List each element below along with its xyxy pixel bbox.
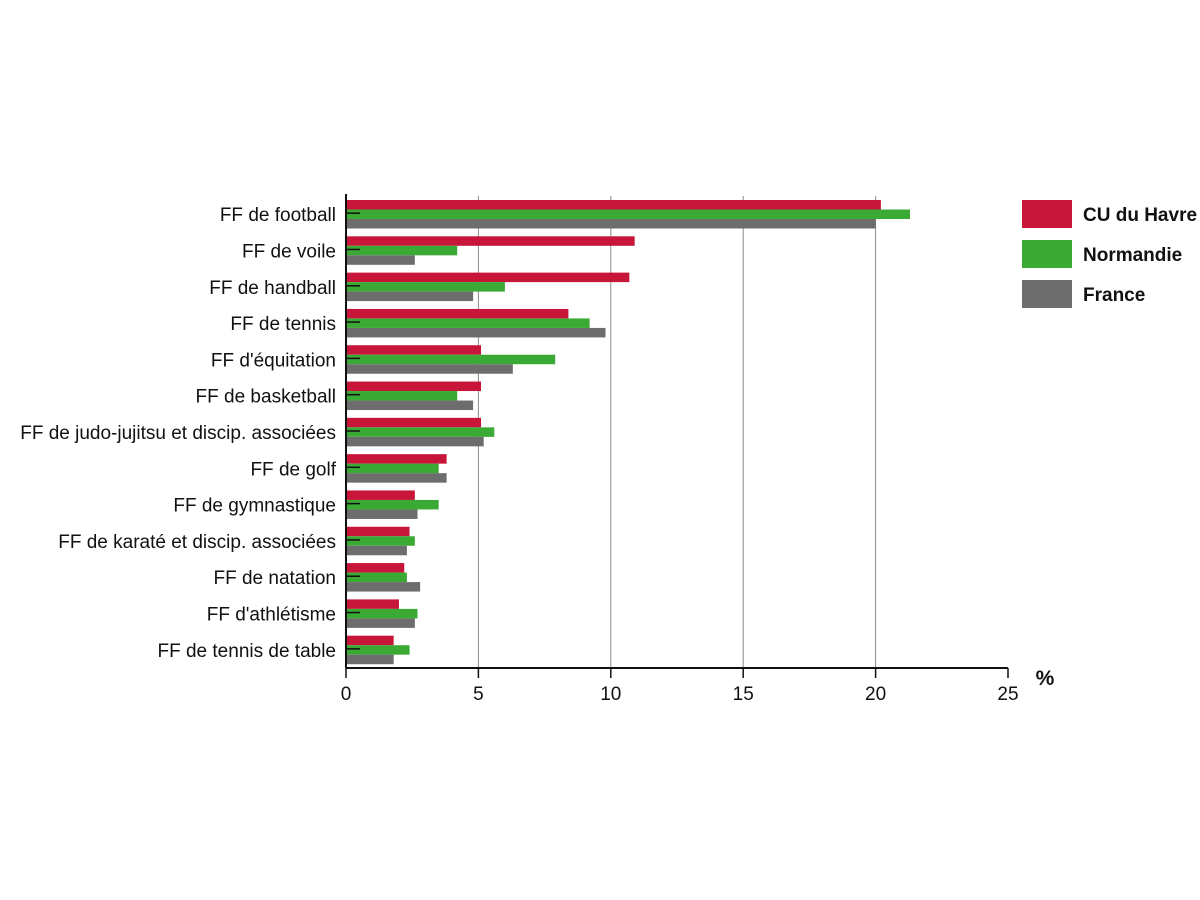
bar [346, 536, 415, 546]
category-label: FF de tennis [230, 314, 336, 335]
bar [346, 282, 505, 292]
bar [346, 473, 447, 483]
legend-swatch [1022, 200, 1072, 228]
category-label: FF de judo-jujitsu et discip. associées [20, 423, 336, 444]
bar [346, 245, 458, 256]
bar [346, 345, 482, 355]
bar [346, 219, 876, 229]
bar [346, 490, 415, 500]
x-tick-label: 25 [997, 684, 1018, 705]
category-label: FF de gymnastique [173, 496, 336, 517]
bar [346, 354, 556, 365]
legend-label: France [1083, 285, 1145, 306]
bar [346, 509, 418, 519]
x-tick-labels: 0 5 10 15 20 25 [341, 684, 1019, 705]
bar [346, 209, 911, 219]
axes [345, 194, 1009, 678]
bar [346, 526, 410, 537]
bar [346, 427, 495, 437]
legend-label: CU du Havre [1083, 205, 1197, 226]
bar [346, 645, 410, 655]
bar [346, 308, 569, 319]
bar [346, 608, 418, 619]
bar [346, 400, 474, 411]
category-label: FF d'équitation [211, 350, 336, 371]
category-label: FF de voile [242, 241, 336, 262]
bar [346, 563, 405, 573]
x-tick-label: 5 [473, 684, 484, 705]
category-label: FF d'athlétisme [207, 605, 336, 626]
category-label: FF de football [220, 205, 336, 226]
category-label: FF de handball [209, 278, 336, 299]
bar [346, 463, 439, 474]
category-label: FF de tennis de table [158, 641, 337, 662]
grid-lines [477, 196, 877, 668]
category-label: FF de basketball [196, 387, 336, 408]
x-tick-label: 0 [341, 684, 352, 705]
bar [346, 381, 482, 392]
x-tick-label: 15 [733, 684, 754, 705]
category-label: FF de natation [213, 568, 336, 589]
legend-swatch [1022, 240, 1072, 268]
bar [346, 572, 407, 583]
x-tick-label: 10 [600, 684, 621, 705]
bar [346, 255, 415, 265]
category-label: FF de golf [250, 459, 336, 480]
bar [346, 635, 394, 646]
bar [346, 200, 881, 210]
legend-swatch [1022, 280, 1072, 308]
bar [346, 436, 484, 447]
x-unit-label: % [1036, 667, 1055, 690]
legend-label: Normandie [1083, 245, 1182, 266]
bar [346, 599, 399, 609]
bar [346, 327, 606, 338]
bar [346, 618, 415, 628]
bars [346, 200, 911, 665]
bar [346, 236, 635, 246]
bar [346, 318, 590, 328]
bar [346, 545, 407, 556]
bar [346, 272, 630, 283]
legend: CU du Havre Normandie France [1022, 200, 1197, 308]
bar [346, 417, 482, 428]
bar [346, 499, 439, 510]
category-label: FF de karaté et discip. associées [58, 532, 336, 553]
category-labels: FF de football FF de voile FF de handball F… [20, 205, 336, 662]
bar [346, 364, 513, 374]
bar [346, 391, 458, 401]
bar [346, 654, 394, 665]
bar [346, 582, 421, 592]
bar [346, 454, 447, 464]
x-tick-label: 20 [865, 684, 886, 705]
bar [346, 291, 474, 302]
